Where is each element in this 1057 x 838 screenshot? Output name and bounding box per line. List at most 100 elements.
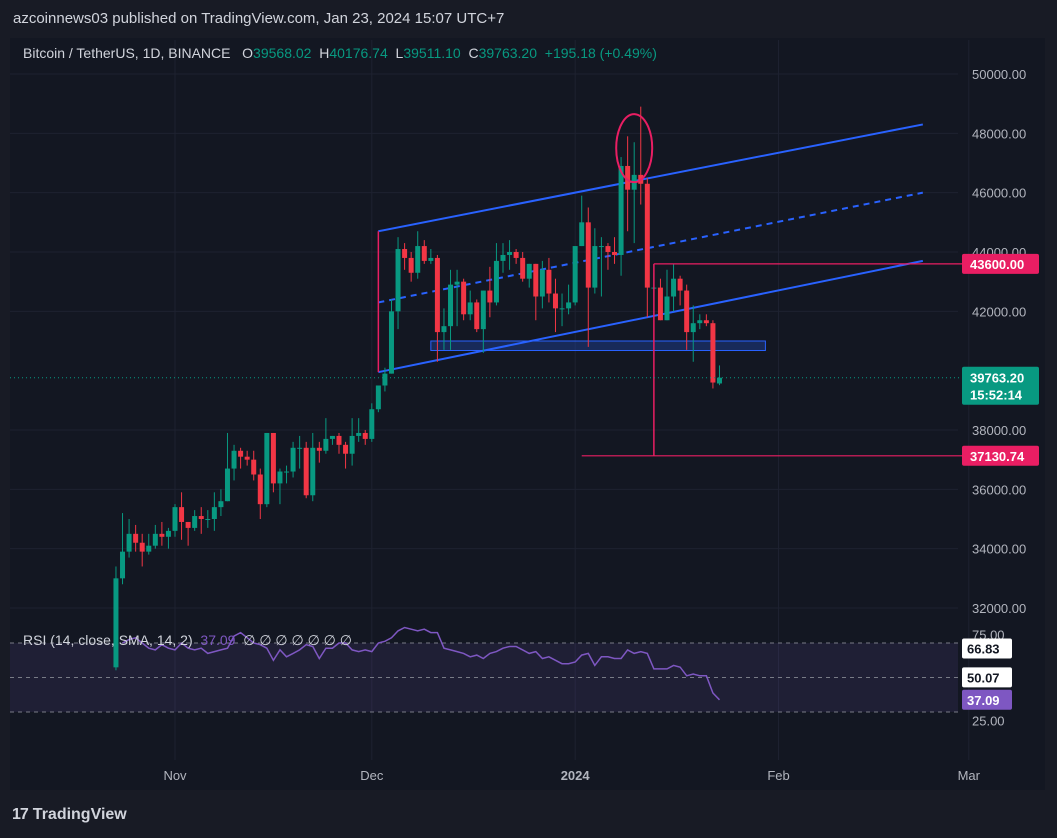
candle-body: [205, 519, 211, 520]
chart-pane[interactable]: [10, 38, 1045, 790]
rsi-value-label: 37.09: [967, 693, 1000, 708]
candle-body: [126, 533, 132, 552]
candle-body: [579, 222, 585, 247]
published-by: azcoinnews03 published on TradingView.co…: [13, 10, 505, 27]
candle-body: [297, 447, 303, 449]
change-value: +195.18 (+0.49%): [544, 45, 657, 61]
candle-body: [474, 302, 480, 330]
candle-body: [284, 471, 290, 473]
candle-body: [572, 246, 578, 303]
rsi-value-tag: [962, 689, 1012, 710]
candle-body: [493, 260, 499, 303]
candle-body: [677, 278, 683, 291]
channel-upper-line: [378, 123, 924, 233]
candle-body: [198, 516, 204, 519]
candle-body: [552, 293, 558, 309]
open-value: 39568.02: [253, 45, 312, 61]
y-tick-label: 42000.00: [972, 304, 1026, 319]
candle-body: [520, 257, 526, 279]
candle-body: [356, 432, 362, 436]
candle-body: [165, 530, 171, 537]
candle-body: [415, 246, 421, 273]
y-tick-label: 32000.00: [972, 601, 1026, 616]
candle-body: [625, 165, 631, 190]
candle-body: [218, 501, 224, 508]
candle-body: [172, 507, 178, 531]
y-tick-label: 38000.00: [972, 423, 1026, 438]
candle-body: [585, 222, 591, 288]
candle-body: [257, 474, 263, 505]
candle-body: [349, 435, 355, 454]
candle-body: [539, 269, 545, 297]
high-label: H: [319, 45, 330, 61]
rsi-value-label: 66.83: [967, 641, 1000, 656]
candle-body: [113, 578, 119, 668]
candle-body: [323, 438, 329, 451]
candle-body: [244, 456, 250, 460]
candle-body: [454, 281, 460, 285]
candle-body: [251, 459, 257, 475]
candle-body: [566, 302, 572, 309]
rsi-tick-label: 25.00: [972, 714, 1005, 729]
candle-body: [395, 249, 401, 312]
candle-body: [526, 263, 532, 279]
countdown-label: 15:52:14: [970, 388, 1023, 403]
candle-body: [605, 246, 611, 252]
candle-body: [192, 516, 198, 528]
y-tick-label: 48000.00: [972, 126, 1026, 141]
rsi-placeholders: ∅ ∅ ∅ ∅ ∅ ∅ ∅: [243, 632, 352, 648]
candle-body: [382, 373, 388, 386]
candle-body: [507, 252, 513, 255]
candle-body: [231, 450, 237, 469]
candle-body: [139, 542, 145, 552]
candle-body: [598, 246, 604, 248]
candle-body: [290, 447, 296, 472]
candle-body: [362, 432, 368, 439]
candle-body: [461, 281, 467, 315]
candle-body: [159, 533, 165, 537]
rsi-title: RSI (14, close, SMA, 14, 2): [23, 632, 193, 648]
x-tick-label: Feb: [767, 768, 789, 783]
candle-body: [664, 296, 670, 321]
candle-body: [277, 471, 283, 484]
candle-body: [500, 254, 506, 261]
rsi-value-label: 50.07: [967, 670, 1000, 685]
rsi-value-tag: [962, 638, 1012, 659]
channel-lower-line: [378, 259, 924, 374]
price-level-label: 43600.00: [970, 257, 1024, 272]
tradingview-footer[interactable]: 17 TradingView: [12, 806, 127, 824]
candle-body: [697, 320, 703, 324]
candle-body: [179, 507, 185, 522]
candle-body: [310, 447, 316, 496]
low-value: 39511.10: [403, 45, 461, 61]
brand-name: TradingView: [32, 806, 127, 823]
rsi-line: [122, 626, 721, 701]
candle-body: [343, 444, 349, 454]
close-value: 39763.20: [478, 45, 538, 61]
candle-body: [671, 278, 677, 297]
rsi-value-tag: [962, 667, 1012, 688]
candle-body: [375, 385, 381, 410]
y-tick-label: 46000.00: [972, 186, 1026, 201]
channel-mid-line: [378, 191, 924, 304]
x-tick-label: Dec: [360, 768, 384, 783]
candle-body: [402, 249, 408, 258]
support-zone: [430, 340, 766, 351]
symbol-name: Bitcoin / TetherUS, 1D, BINANCE: [23, 45, 231, 61]
candle-body: [703, 320, 709, 324]
candle-body: [434, 257, 440, 333]
candle-body: [546, 269, 552, 294]
price-level-tag: [962, 445, 1039, 466]
y-tick-label: 34000.00: [972, 542, 1026, 557]
candle-body: [152, 533, 158, 546]
candle-body: [408, 257, 414, 273]
candle-body: [270, 432, 276, 484]
rsi-legend: RSI (14, close, SMA, 14, 2) 37.09 ∅ ∅ ∅ …: [23, 632, 352, 649]
current-price-tag: [962, 366, 1039, 405]
candle-body: [513, 252, 519, 258]
candle-body: [146, 545, 152, 552]
candle-body: [684, 290, 690, 333]
tradingview-logo-icon: 17: [12, 806, 29, 823]
price-level-tag: [962, 253, 1039, 274]
